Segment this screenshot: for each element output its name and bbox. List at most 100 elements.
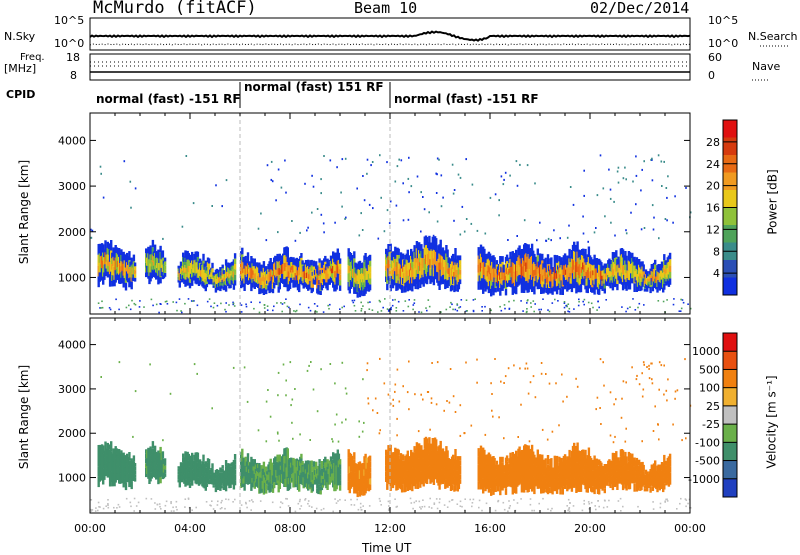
ground-scatter [390,309,392,311]
ground-scatter [415,500,417,502]
ground-scatter [473,310,475,312]
scatter-cell [279,282,281,289]
scatter-speckle [332,441,334,443]
ground-scatter [310,310,312,312]
scatter-cell [234,470,236,475]
scatter-speckle [681,439,683,441]
scatter-speckle [271,179,273,181]
ground-scatter [388,505,390,507]
ground-scatter [504,308,506,310]
ground-scatter [119,506,121,508]
scatter-cell [339,280,341,285]
scatter-cell [234,480,236,485]
scatter-speckle [393,405,395,407]
scatter-cell [311,260,313,266]
ground-scatter [513,300,515,302]
scatter-cell [272,289,274,294]
scatter-speckle [533,375,535,377]
y-tick-label: 4000 [58,134,86,147]
scatter-speckle [636,375,638,377]
ground-scatter [542,298,544,300]
ground-scatter [526,302,528,304]
scatter-speckle [632,181,634,183]
ground-scatter [329,304,331,306]
scatter-cell [631,253,633,258]
scatter-speckle [501,175,503,177]
scatter-speckle [221,205,223,207]
ground-scatter [410,498,412,500]
scatter-speckle [685,187,687,189]
scatter-cell [495,288,497,293]
scatter-cell [663,484,665,490]
ground-scatter [234,499,236,501]
ground-scatter [298,503,300,505]
scatter-cell [669,466,671,472]
ground-scatter [686,499,688,501]
ground-scatter [360,302,362,304]
scatter-speckle [643,160,645,162]
scatter-speckle [465,158,467,160]
scatter-speckle [597,397,599,399]
colorbar-tick-label: 4 [713,267,720,280]
scatter-cell [211,263,213,268]
ground-scatter [522,310,524,312]
scatter-speckle [494,358,496,360]
scatter-speckle [356,188,358,190]
scatter-cell [369,461,371,467]
ground-scatter [224,309,226,311]
scatter-cell [459,456,461,461]
scatter-speckle [651,158,653,160]
scatter-cell [654,260,656,265]
scatter-cell [533,286,535,294]
scatter-speckle [386,161,388,163]
ground-scatter [680,498,682,500]
ground-scatter [264,307,266,309]
scatter-cell [654,465,656,470]
scatter-speckle [498,214,500,216]
scatter-cell [459,275,461,280]
scatter-cell [234,454,236,459]
scatter-speckle [362,431,364,433]
ground-scatter [637,307,639,309]
scatter-speckle [528,393,530,395]
scatter-speckle [615,398,617,400]
ground-scatter [170,503,172,505]
scatter-cell [401,485,403,493]
scatter-speckle [377,412,379,414]
scatter-speckle [639,383,641,385]
scatter-speckle [420,191,422,193]
scatter-cell [124,455,126,461]
scatter-cell [318,258,320,262]
scatter-speckle [119,361,121,363]
scatter-cell [311,461,313,466]
ground-scatter [569,502,571,504]
ground-scatter [594,505,596,507]
scatter-cell [615,250,617,257]
scatter-speckle [517,436,519,438]
scatter-cell [164,458,166,462]
scatter-speckle [500,381,502,383]
ground-scatter [605,299,607,301]
ground-scatter [396,307,398,309]
ground-scatter [107,503,109,505]
ground-scatter [530,306,532,308]
ground-scatter [343,306,345,308]
scatter-speckle [309,439,311,441]
scatter-speckle [503,437,505,439]
colorbar-tick-label: 24 [706,158,720,171]
scatter-cell [182,253,184,258]
ground-scatter [356,499,358,501]
scatter-cell [669,259,671,265]
scatter-cell [459,470,461,475]
scatter-speckle [291,220,293,222]
scatter-cell [206,284,208,287]
scatter-cell [669,460,671,466]
ground-scatter [151,299,153,301]
scatter-speckle [283,364,285,366]
scatter-speckle [600,154,602,156]
scatter-speckle [658,237,660,239]
ground-scatter [660,503,662,505]
ground-scatter [451,304,453,306]
ground-scatter [253,308,255,310]
ground-scatter [588,501,590,503]
